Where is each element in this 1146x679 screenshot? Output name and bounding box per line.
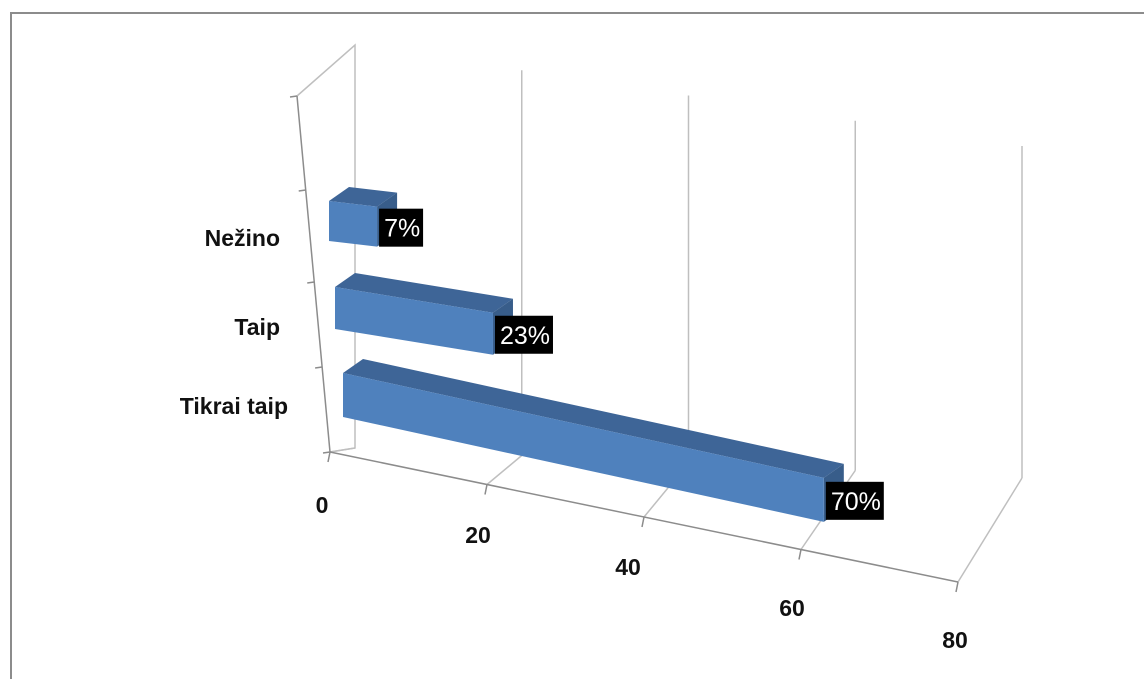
data-label-bg (494, 315, 553, 354)
bar-front-face (343, 373, 824, 522)
bar-top-face (343, 359, 844, 478)
y-axis-tick (289, 95, 298, 98)
y-axis-line (296, 95, 331, 453)
x-tick-label: 60 (779, 595, 805, 621)
bar-top-face (335, 273, 513, 313)
category-label: Tikrai taip (180, 393, 288, 419)
x-tick-label: 80 (942, 627, 968, 653)
bar-front-face (335, 287, 493, 355)
bar (343, 359, 844, 522)
axis-labels: 0 20 40 60 80 Nežino Taip Tikrai taip (180, 225, 968, 653)
x-axis-tick (798, 549, 802, 560)
axes (289, 95, 959, 593)
y-axis-tick (307, 281, 315, 284)
data-label-bg (825, 481, 884, 520)
side-wall (296, 43, 356, 453)
bar-top-face (329, 187, 398, 207)
x-axis-tick (327, 451, 331, 463)
x-tick-label: 40 (615, 554, 641, 580)
x-tick-label: 20 (465, 522, 491, 548)
data-labels: 7% 23% 70% (379, 208, 884, 520)
data-label: 70% (831, 488, 881, 516)
floor-gridline (957, 477, 1023, 583)
category-label: Taip (234, 314, 280, 340)
category-label: Nežino (205, 225, 280, 251)
y-axis-tick (322, 451, 331, 454)
x-tick-label: 0 (316, 492, 329, 518)
chart-area (10, 12, 1144, 679)
bars (329, 187, 844, 522)
data-label-bg (379, 208, 424, 247)
x-axis-tick (484, 484, 488, 495)
x-axis-tick (955, 581, 959, 593)
data-label: 7% (384, 215, 420, 243)
gridlines (296, 43, 1023, 583)
data-label: 23% (500, 322, 550, 350)
y-axis-tick (315, 366, 323, 369)
floor-gridline (486, 454, 523, 486)
bar-front-face (329, 201, 378, 247)
y-axis-tick (298, 189, 306, 192)
bar (335, 273, 513, 355)
x-axis-tick (641, 516, 645, 528)
